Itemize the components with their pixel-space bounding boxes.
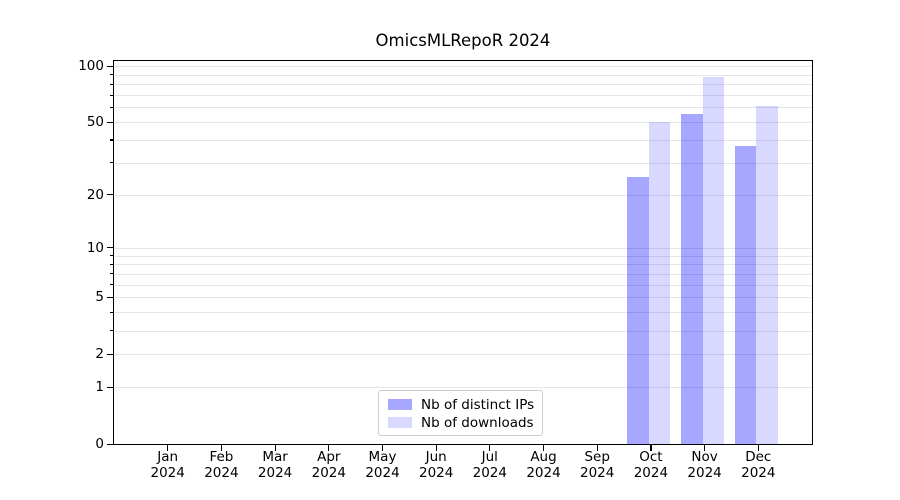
gridline [115, 387, 811, 389]
gridline [115, 312, 811, 314]
bar-distinct-ips [627, 177, 649, 444]
y-tick-label: 1 [95, 379, 104, 396]
y-minor-tick [110, 263, 114, 265]
y-tick-label: 50 [86, 114, 104, 131]
gridline [115, 84, 811, 86]
y-minor-tick [110, 330, 114, 332]
x-tick [596, 445, 598, 451]
gridline [115, 162, 811, 164]
gridline [115, 330, 811, 332]
y-major-tick [107, 353, 114, 355]
y-major-tick [107, 386, 114, 388]
y-minor-tick [110, 106, 114, 109]
y-minor-tick [110, 139, 114, 141]
chart-title: OmicsMLRepoR 2024 [375, 31, 551, 50]
bar-distinct-ips [734, 146, 757, 444]
x-tick-label: Jul 2024 [472, 449, 507, 481]
gridline [115, 273, 811, 275]
x-tick [382, 445, 384, 451]
gridline [115, 354, 811, 355]
x-tick-label: Oct 2024 [633, 449, 669, 481]
gridline [115, 255, 811, 257]
bar-downloads [648, 122, 671, 444]
y-tick-label: 20 [86, 186, 104, 203]
x-tick [328, 445, 330, 451]
y-major-tick [107, 247, 114, 249]
x-tick-label: Sep 2024 [580, 449, 615, 481]
gridline [115, 107, 811, 109]
y-minor-tick [110, 74, 114, 76]
x-tick-label: Jan 2024 [150, 449, 185, 481]
gridline [115, 122, 811, 124]
y-tick-label: 10 [86, 239, 104, 256]
y-tick-label: 100 [78, 58, 104, 75]
legend-swatch-distinct-ips [388, 399, 412, 410]
plot-area-border [113, 60, 813, 445]
x-tick [650, 445, 652, 451]
y-tick-label: 2 [95, 346, 104, 362]
gridline [115, 139, 811, 141]
bar-downloads [702, 77, 725, 444]
x-tick [543, 445, 545, 451]
y-major-tick [107, 443, 114, 445]
y-minor-tick [110, 94, 114, 96]
y-minor-tick [110, 255, 114, 257]
y-major-tick [107, 194, 114, 196]
gridline [115, 247, 811, 249]
gridline [115, 74, 811, 76]
x-tick-label: Aug 2024 [526, 449, 561, 481]
y-minor-tick [110, 83, 114, 85]
y-tick-label: 0 [95, 436, 104, 452]
y-major-tick [107, 65, 114, 67]
bar-distinct-ips [681, 114, 703, 444]
legend-label-distinct-ips: Nb of distinct IPs [421, 396, 535, 413]
gridline [115, 95, 811, 96]
gridline [115, 284, 811, 286]
x-tick [489, 445, 491, 451]
x-tick [757, 445, 759, 451]
x-tick-label: Mar 2024 [257, 449, 293, 481]
x-tick-label: May 2024 [365, 449, 400, 481]
legend-entry-distinct-ips: Nb of distinct IPs [388, 396, 535, 413]
x-tick-label: Nov 2024 [687, 449, 722, 481]
legend-swatch-downloads [388, 417, 412, 428]
x-tick [220, 445, 223, 451]
x-tick-label: Jun 2024 [419, 449, 454, 481]
y-minor-tick [110, 273, 114, 275]
x-tick-label: Feb 2024 [204, 449, 239, 481]
gridline [115, 194, 811, 196]
y-major-tick [107, 296, 114, 298]
x-tick [274, 445, 276, 451]
y-tick-label: 5 [95, 289, 104, 306]
legend: Nb of distinct IPs Nb of downloads [378, 390, 543, 436]
gridline [115, 297, 811, 299]
y-minor-tick [110, 162, 114, 164]
x-tick [167, 445, 169, 451]
y-major-tick [107, 121, 114, 123]
bar-downloads [756, 106, 778, 444]
legend-entry-downloads: Nb of downloads [388, 414, 534, 431]
gridline [115, 264, 811, 266]
x-tick-label: Dec 2024 [741, 449, 776, 481]
y-minor-tick [110, 284, 114, 286]
x-tick-label: Apr 2024 [311, 449, 346, 481]
y-minor-tick [110, 311, 114, 313]
x-tick [435, 445, 437, 451]
x-tick [704, 445, 706, 451]
legend-label-downloads: Nb of downloads [421, 414, 534, 431]
gridline [115, 66, 811, 68]
